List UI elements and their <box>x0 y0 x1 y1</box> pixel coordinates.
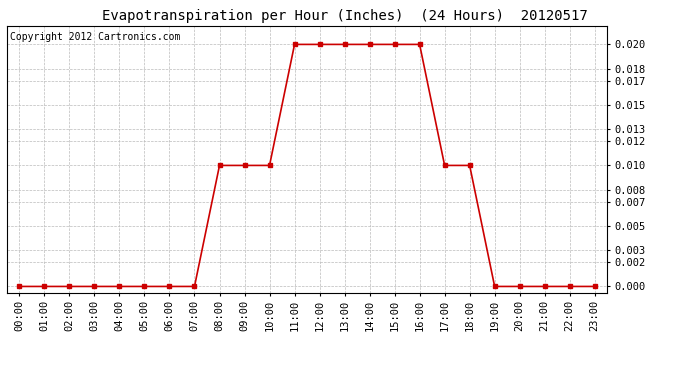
Text: Evapotranspiration per Hour (Inches)  (24 Hours)  20120517: Evapotranspiration per Hour (Inches) (24… <box>102 9 588 23</box>
Text: Copyright 2012 Cartronics.com: Copyright 2012 Cartronics.com <box>10 32 180 42</box>
